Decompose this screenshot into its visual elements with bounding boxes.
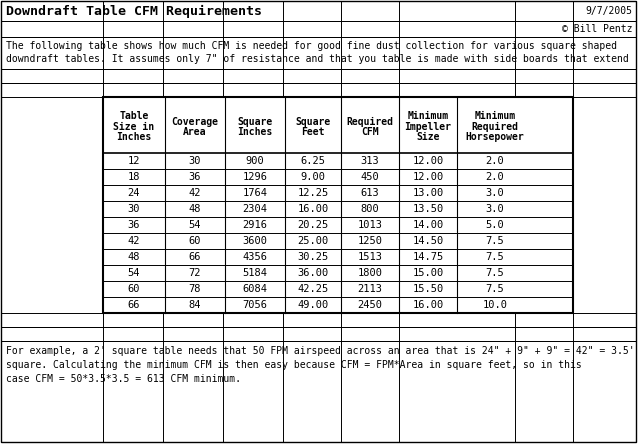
Text: 450: 450 (360, 172, 380, 182)
Text: 3600: 3600 (242, 236, 267, 246)
Text: 36: 36 (189, 172, 201, 182)
Text: 7.5: 7.5 (486, 236, 505, 246)
Text: Size in: Size in (114, 122, 154, 132)
Text: 2304: 2304 (242, 204, 267, 214)
Text: 1800: 1800 (357, 268, 383, 278)
Text: 1513: 1513 (357, 252, 383, 262)
Text: © Bill Pentz: © Bill Pentz (561, 24, 632, 34)
Text: 15.50: 15.50 (412, 284, 443, 294)
Text: 14.00: 14.00 (412, 220, 443, 230)
Text: 54: 54 (128, 268, 140, 278)
Text: 36: 36 (128, 220, 140, 230)
Text: Square: Square (295, 116, 330, 127)
Text: 30: 30 (189, 156, 201, 166)
Text: 2.0: 2.0 (486, 156, 505, 166)
Text: 49.00: 49.00 (297, 300, 329, 310)
Text: 12.00: 12.00 (412, 172, 443, 182)
Text: 14.50: 14.50 (412, 236, 443, 246)
Text: Inches: Inches (116, 132, 152, 142)
Text: 30: 30 (128, 204, 140, 214)
Text: 42: 42 (189, 188, 201, 198)
Text: 84: 84 (189, 300, 201, 310)
Text: 12: 12 (128, 156, 140, 166)
Text: 613: 613 (360, 188, 380, 198)
Text: 42.25: 42.25 (297, 284, 329, 294)
Text: 6084: 6084 (242, 284, 267, 294)
Text: 5184: 5184 (242, 268, 267, 278)
Text: 2916: 2916 (242, 220, 267, 230)
Text: 1764: 1764 (242, 188, 267, 198)
Text: Required: Required (471, 122, 519, 132)
Text: 25.00: 25.00 (297, 236, 329, 246)
Text: Coverage: Coverage (172, 116, 218, 127)
Text: 16.00: 16.00 (412, 300, 443, 310)
Text: 36.00: 36.00 (297, 268, 329, 278)
Text: 54: 54 (189, 220, 201, 230)
Text: 66: 66 (189, 252, 201, 262)
Text: 7.5: 7.5 (486, 268, 505, 278)
Text: Table: Table (119, 111, 149, 121)
Text: 24: 24 (128, 188, 140, 198)
Text: 15.00: 15.00 (412, 268, 443, 278)
Text: 5.0: 5.0 (486, 220, 505, 230)
Text: 1296: 1296 (242, 172, 267, 182)
Text: 7.5: 7.5 (486, 284, 505, 294)
Text: For example, a 2' square table needs that 50 FPM airspeed across an area that is: For example, a 2' square table needs tha… (6, 346, 635, 384)
Text: 1250: 1250 (357, 236, 383, 246)
Text: 18: 18 (128, 172, 140, 182)
Text: Impeller: Impeller (404, 122, 452, 132)
Text: 72: 72 (189, 268, 201, 278)
Text: 12.00: 12.00 (412, 156, 443, 166)
Text: 7056: 7056 (242, 300, 267, 310)
Text: 66: 66 (128, 300, 140, 310)
Text: 7.5: 7.5 (486, 252, 505, 262)
Text: 800: 800 (360, 204, 380, 214)
Text: 13.00: 13.00 (412, 188, 443, 198)
Text: 48: 48 (128, 252, 140, 262)
Text: 9.00: 9.00 (300, 172, 325, 182)
Text: 14.75: 14.75 (412, 252, 443, 262)
Text: 30.25: 30.25 (297, 252, 329, 262)
Text: 10.0: 10.0 (482, 300, 507, 310)
Text: Feet: Feet (301, 127, 325, 137)
Text: 2113: 2113 (357, 284, 383, 294)
Text: 60: 60 (128, 284, 140, 294)
Text: 12.25: 12.25 (297, 188, 329, 198)
Text: The following table shows how much CFM is needed for good fine dust collection f: The following table shows how much CFM i… (6, 41, 629, 64)
Text: Required: Required (346, 116, 394, 127)
Bar (103, 97, 573, 313)
Text: Minimum: Minimum (475, 111, 516, 121)
Text: 3.0: 3.0 (486, 188, 505, 198)
Text: 20.25: 20.25 (297, 220, 329, 230)
Text: 42: 42 (128, 236, 140, 246)
Text: Square: Square (237, 116, 272, 127)
Text: 48: 48 (189, 204, 201, 214)
Text: Inches: Inches (237, 127, 272, 137)
Text: CFM: CFM (361, 127, 379, 137)
Text: 6.25: 6.25 (300, 156, 325, 166)
Text: 1013: 1013 (357, 220, 383, 230)
Text: Size: Size (416, 132, 440, 142)
Text: Minimum: Minimum (408, 111, 449, 121)
Text: Downdraft Table CFM Requirements: Downdraft Table CFM Requirements (6, 4, 262, 18)
Text: 13.50: 13.50 (412, 204, 443, 214)
Text: 2.0: 2.0 (486, 172, 505, 182)
Text: 78: 78 (189, 284, 201, 294)
Text: Horsepower: Horsepower (466, 132, 524, 142)
Text: 3.0: 3.0 (486, 204, 505, 214)
Text: 60: 60 (189, 236, 201, 246)
Text: 2450: 2450 (357, 300, 383, 310)
Text: 4356: 4356 (242, 252, 267, 262)
Text: 313: 313 (360, 156, 380, 166)
Text: 16.00: 16.00 (297, 204, 329, 214)
Text: 9/7/2005: 9/7/2005 (585, 6, 632, 16)
Text: 900: 900 (246, 156, 264, 166)
Text: Area: Area (183, 127, 207, 137)
